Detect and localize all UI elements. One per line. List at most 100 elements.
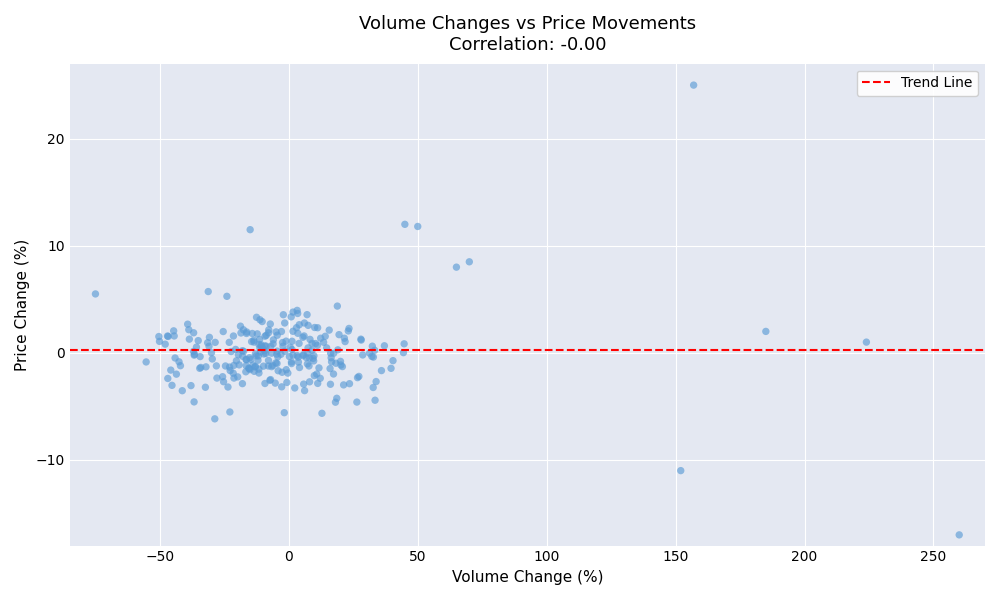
Point [238,367,254,377]
Point [331,330,347,340]
Point [197,382,213,392]
Point [265,361,281,370]
Legend: Trend Line: Trend Line [857,71,978,96]
Point [353,334,369,344]
Point [307,323,323,332]
Point [299,310,315,319]
Point [309,369,325,379]
Point [200,287,216,296]
Point [244,329,260,338]
Point [362,349,378,358]
Point [291,320,307,329]
Point [253,341,269,351]
Point [258,331,274,340]
Point [367,395,383,405]
Point [273,327,289,337]
Point [186,328,202,338]
Point [241,364,257,373]
Point [192,352,208,361]
Point [290,352,306,362]
Point [241,364,257,373]
Point [310,323,326,332]
Point [275,338,291,347]
Point [216,377,232,386]
Point [281,352,297,361]
Point [326,349,342,358]
Point [164,380,180,390]
Point [285,326,301,336]
Point [306,356,322,366]
Point [180,319,196,329]
Point [221,338,237,347]
Point [249,313,265,322]
Point [233,328,249,338]
Point [166,326,182,335]
Point [251,340,267,349]
Point [253,340,269,350]
Point [207,414,223,424]
Point [332,356,348,366]
Point [181,325,197,335]
Point [329,301,345,311]
Point [334,362,350,371]
Point [287,383,303,393]
Point [247,362,263,371]
Point [193,362,209,372]
Point [276,408,292,418]
Point [304,346,320,355]
Point [217,361,233,371]
Point [299,359,315,368]
Point [219,292,235,301]
Point [364,352,380,361]
Point [174,386,190,395]
Point [296,318,312,328]
Point [251,364,267,374]
Point [327,397,343,407]
Point [310,379,326,388]
Point [673,466,689,475]
Point [275,341,291,351]
Point [274,382,290,392]
Point [319,343,335,353]
Point [242,353,258,362]
Point [207,338,223,347]
Point [316,337,332,347]
Point [246,367,262,376]
Point [232,322,248,331]
Point [300,349,316,358]
Point [353,335,369,345]
Point [336,334,352,343]
Point [304,338,320,348]
Point [269,349,285,359]
Point [234,346,250,356]
Point [275,310,291,320]
Point [285,350,301,360]
Point [297,386,313,395]
Point [188,343,204,352]
Point [181,334,197,344]
Point [262,376,278,385]
Point [858,337,874,347]
Point [295,332,311,342]
Point [230,372,246,382]
Point [187,350,203,359]
Point [167,353,183,363]
Point [295,351,311,361]
Point [239,327,255,337]
Point [365,352,381,362]
Point [252,315,268,325]
Y-axis label: Price Change (%): Price Change (%) [15,239,30,371]
Point [166,331,182,341]
Point [257,379,273,388]
Point [247,349,263,359]
Point [326,369,342,379]
Point [300,320,316,330]
Point [243,355,259,364]
Point [306,351,322,361]
Point [395,348,411,358]
Point [247,362,263,371]
Point [336,380,352,390]
Point [262,319,278,329]
Point [242,225,258,235]
Point [263,375,279,385]
